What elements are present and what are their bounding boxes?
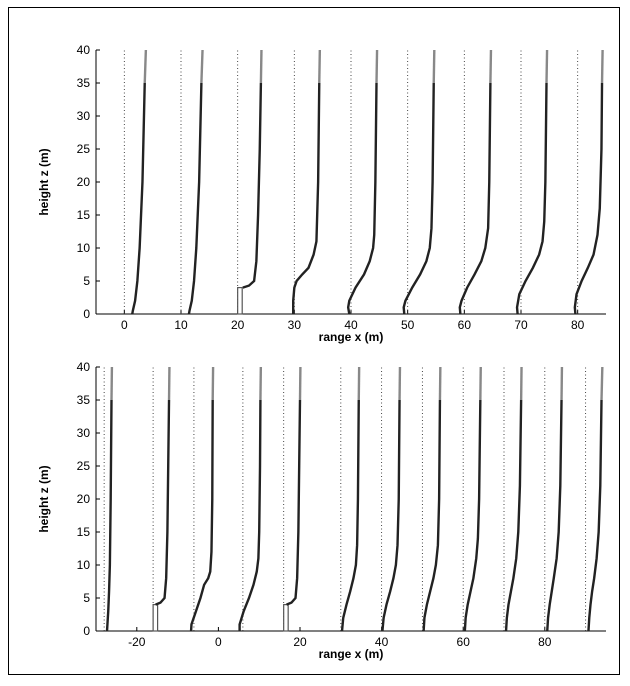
x-tick-label: 60 (458, 318, 472, 332)
profile-line (546, 399, 563, 632)
y-tick-label: 5 (83, 274, 90, 288)
profile-line (242, 82, 263, 289)
y-tick-label: 40 (77, 43, 91, 57)
profile-line-top (432, 49, 436, 84)
profile-line (402, 82, 435, 315)
y-tick-label: 10 (77, 558, 91, 572)
y-tick-label: 15 (77, 525, 91, 539)
profile-line-top (200, 49, 204, 84)
x-tick-label: 0 (121, 318, 128, 332)
y-tick-label: 20 (77, 492, 91, 506)
y-tick-label: 15 (77, 208, 91, 222)
profile-line (292, 82, 321, 314)
x-tick-label: -20 (128, 635, 146, 649)
profile-line (422, 399, 442, 632)
x-tick-label: 60 (457, 635, 471, 649)
y-tick-label: 35 (77, 76, 91, 90)
x-tick-label: 10 (174, 318, 188, 332)
profile-line-top (600, 49, 604, 84)
x-axis-label: range x (m) (319, 647, 384, 661)
y-tick-label: 0 (83, 624, 90, 638)
x-tick-label: 70 (514, 318, 528, 332)
profile-line (286, 399, 302, 606)
profile-line (463, 399, 482, 632)
x-axis-label: range x (m) (319, 330, 384, 344)
profile-line (105, 399, 113, 632)
profile-line (573, 82, 604, 315)
profile-line (515, 82, 548, 315)
chart-panel-bottom: 0 5 10 15 20 25 30 35 40 -20 0 20 40 60 80 range x (m) h… (37, 360, 606, 661)
obstacle-block (283, 603, 289, 632)
obstacle-block (152, 603, 159, 632)
y-tick-label: 20 (77, 175, 91, 189)
obstacle-block (237, 287, 243, 315)
profile-line-top (600, 366, 604, 401)
x-tick-label: 80 (538, 635, 552, 649)
profile-line (155, 399, 171, 606)
y-tick-label: 30 (77, 426, 91, 440)
y-tick-label: 30 (77, 109, 91, 123)
y-tick-label: 25 (77, 142, 91, 156)
y-tick-label: 0 (83, 307, 90, 321)
x-tick-label: 20 (293, 635, 307, 649)
profile-line (187, 82, 203, 315)
y-tick-label: 10 (77, 241, 91, 255)
x-tick-label: 50 (401, 318, 415, 332)
profile-line-top (259, 49, 263, 84)
x-tick-label: 20 (231, 318, 245, 332)
profile-line-top (143, 49, 148, 84)
figure-frame (8, 7, 620, 675)
profile-line-top (375, 49, 379, 84)
profile-line-top (545, 49, 549, 84)
x-tick-label: 30 (288, 318, 302, 332)
profile-line-top (489, 49, 493, 84)
y-tick-label: 25 (77, 459, 91, 473)
y-axis-label: height z (m) (37, 465, 51, 532)
profile-line (381, 399, 401, 632)
x-tick-label: 40 (344, 318, 358, 332)
profile-line-top (318, 49, 322, 84)
chart-panel-top: 0 5 10 15 20 25 30 35 40 0 10 20 30 40 50 60 70 80 range x… (37, 43, 606, 344)
profile-line (131, 82, 146, 315)
profile-line (238, 399, 262, 631)
profile-line (340, 399, 360, 632)
y-axis-label: height z (m) (37, 148, 51, 215)
y-tick-label: 5 (83, 591, 90, 605)
x-tick-label: 80 (571, 318, 585, 332)
y-tick-label: 40 (77, 360, 91, 374)
x-tick-label: 40 (375, 635, 389, 649)
y-tick-label: 35 (77, 393, 91, 407)
profile-line (504, 399, 523, 632)
x-tick-label: 0 (215, 635, 222, 649)
profile-line (346, 82, 378, 315)
profile-line (587, 399, 603, 632)
profile-line (458, 82, 492, 315)
profile-line (189, 399, 214, 632)
